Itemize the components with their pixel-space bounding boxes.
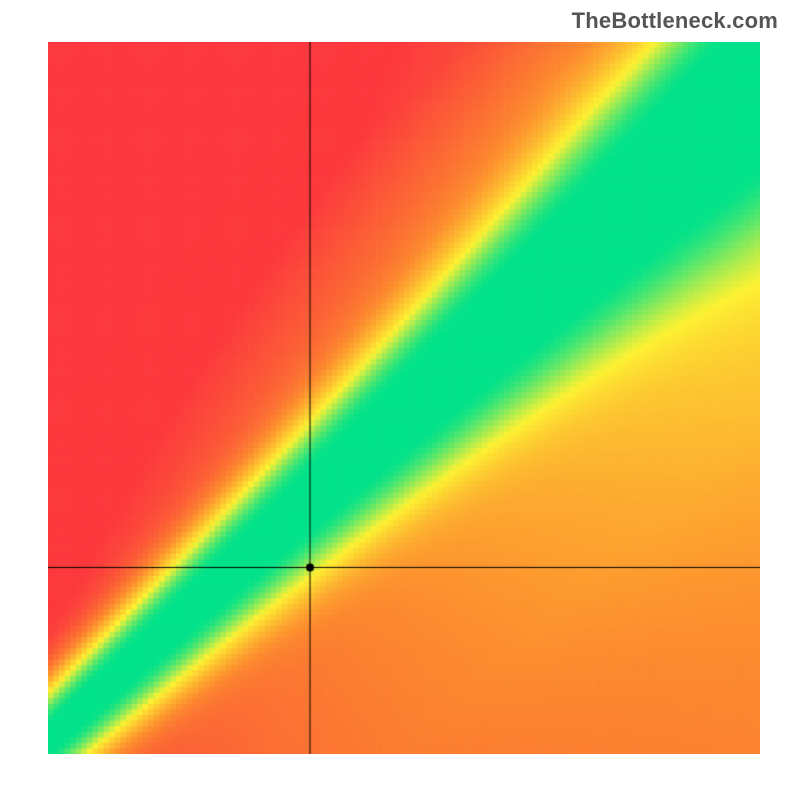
chart-container: TheBottleneck.com (0, 0, 800, 800)
heatmap-canvas (48, 42, 760, 754)
chart-area (44, 38, 764, 758)
watermark-text: TheBottleneck.com (572, 8, 778, 34)
